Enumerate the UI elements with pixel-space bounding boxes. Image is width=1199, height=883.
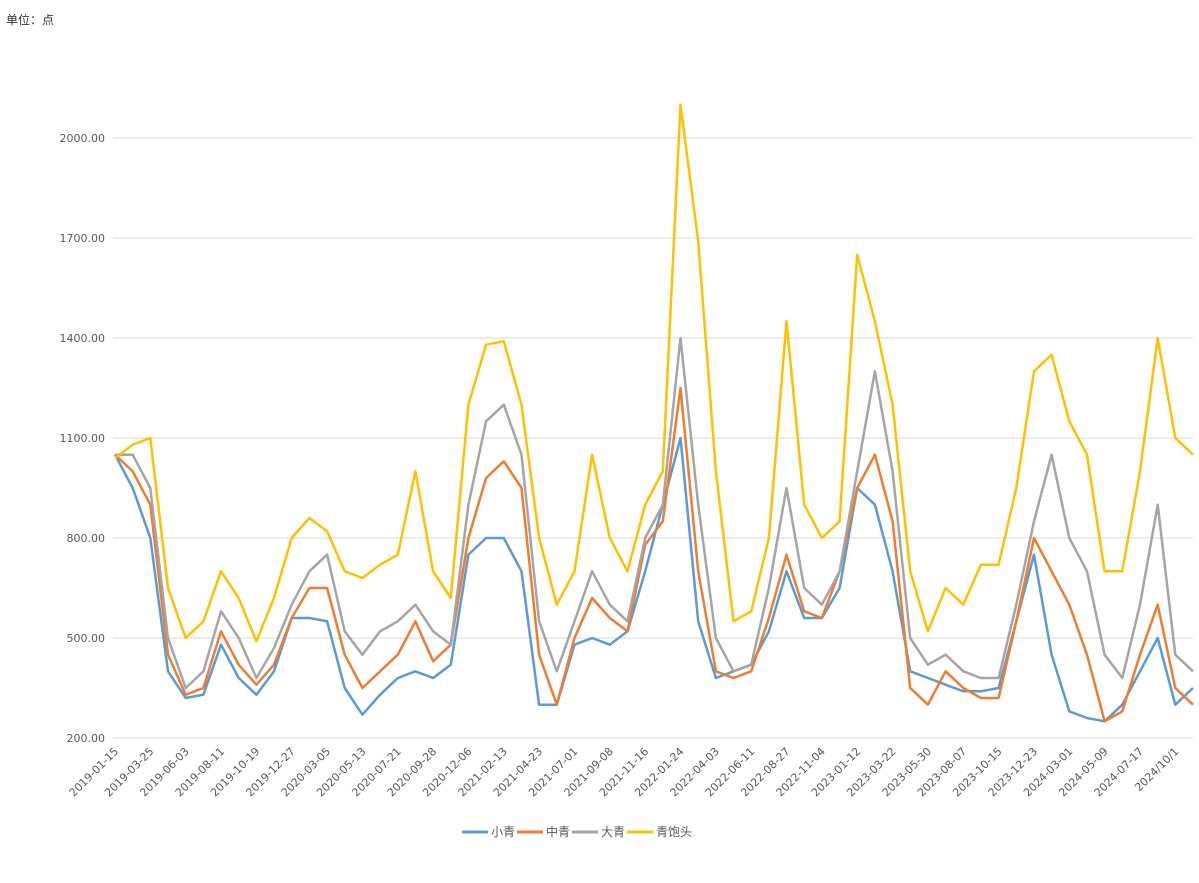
legend-label: 中青 xyxy=(546,824,570,839)
legend-label: 大青 xyxy=(601,825,625,839)
y-tick-label: 200.00 xyxy=(67,732,106,745)
series-line xyxy=(113,436,1194,723)
series-line xyxy=(114,103,1194,643)
y-tick-label: 1700.00 xyxy=(60,232,106,245)
y-tick-label: 1100.00 xyxy=(60,432,106,445)
y-tick-label: 500.00 xyxy=(67,632,106,645)
y-tick-label: 800.00 xyxy=(67,532,106,545)
y-tick-label: 1400.00 xyxy=(60,332,106,345)
legend-label: 青饱头 xyxy=(656,824,692,839)
unit-label: 单位：点 xyxy=(6,12,54,27)
series-line xyxy=(114,386,1194,723)
legend-label: 小青 xyxy=(491,825,515,839)
series-line xyxy=(115,336,1194,690)
y-tick-label: 2000.00 xyxy=(60,132,106,145)
